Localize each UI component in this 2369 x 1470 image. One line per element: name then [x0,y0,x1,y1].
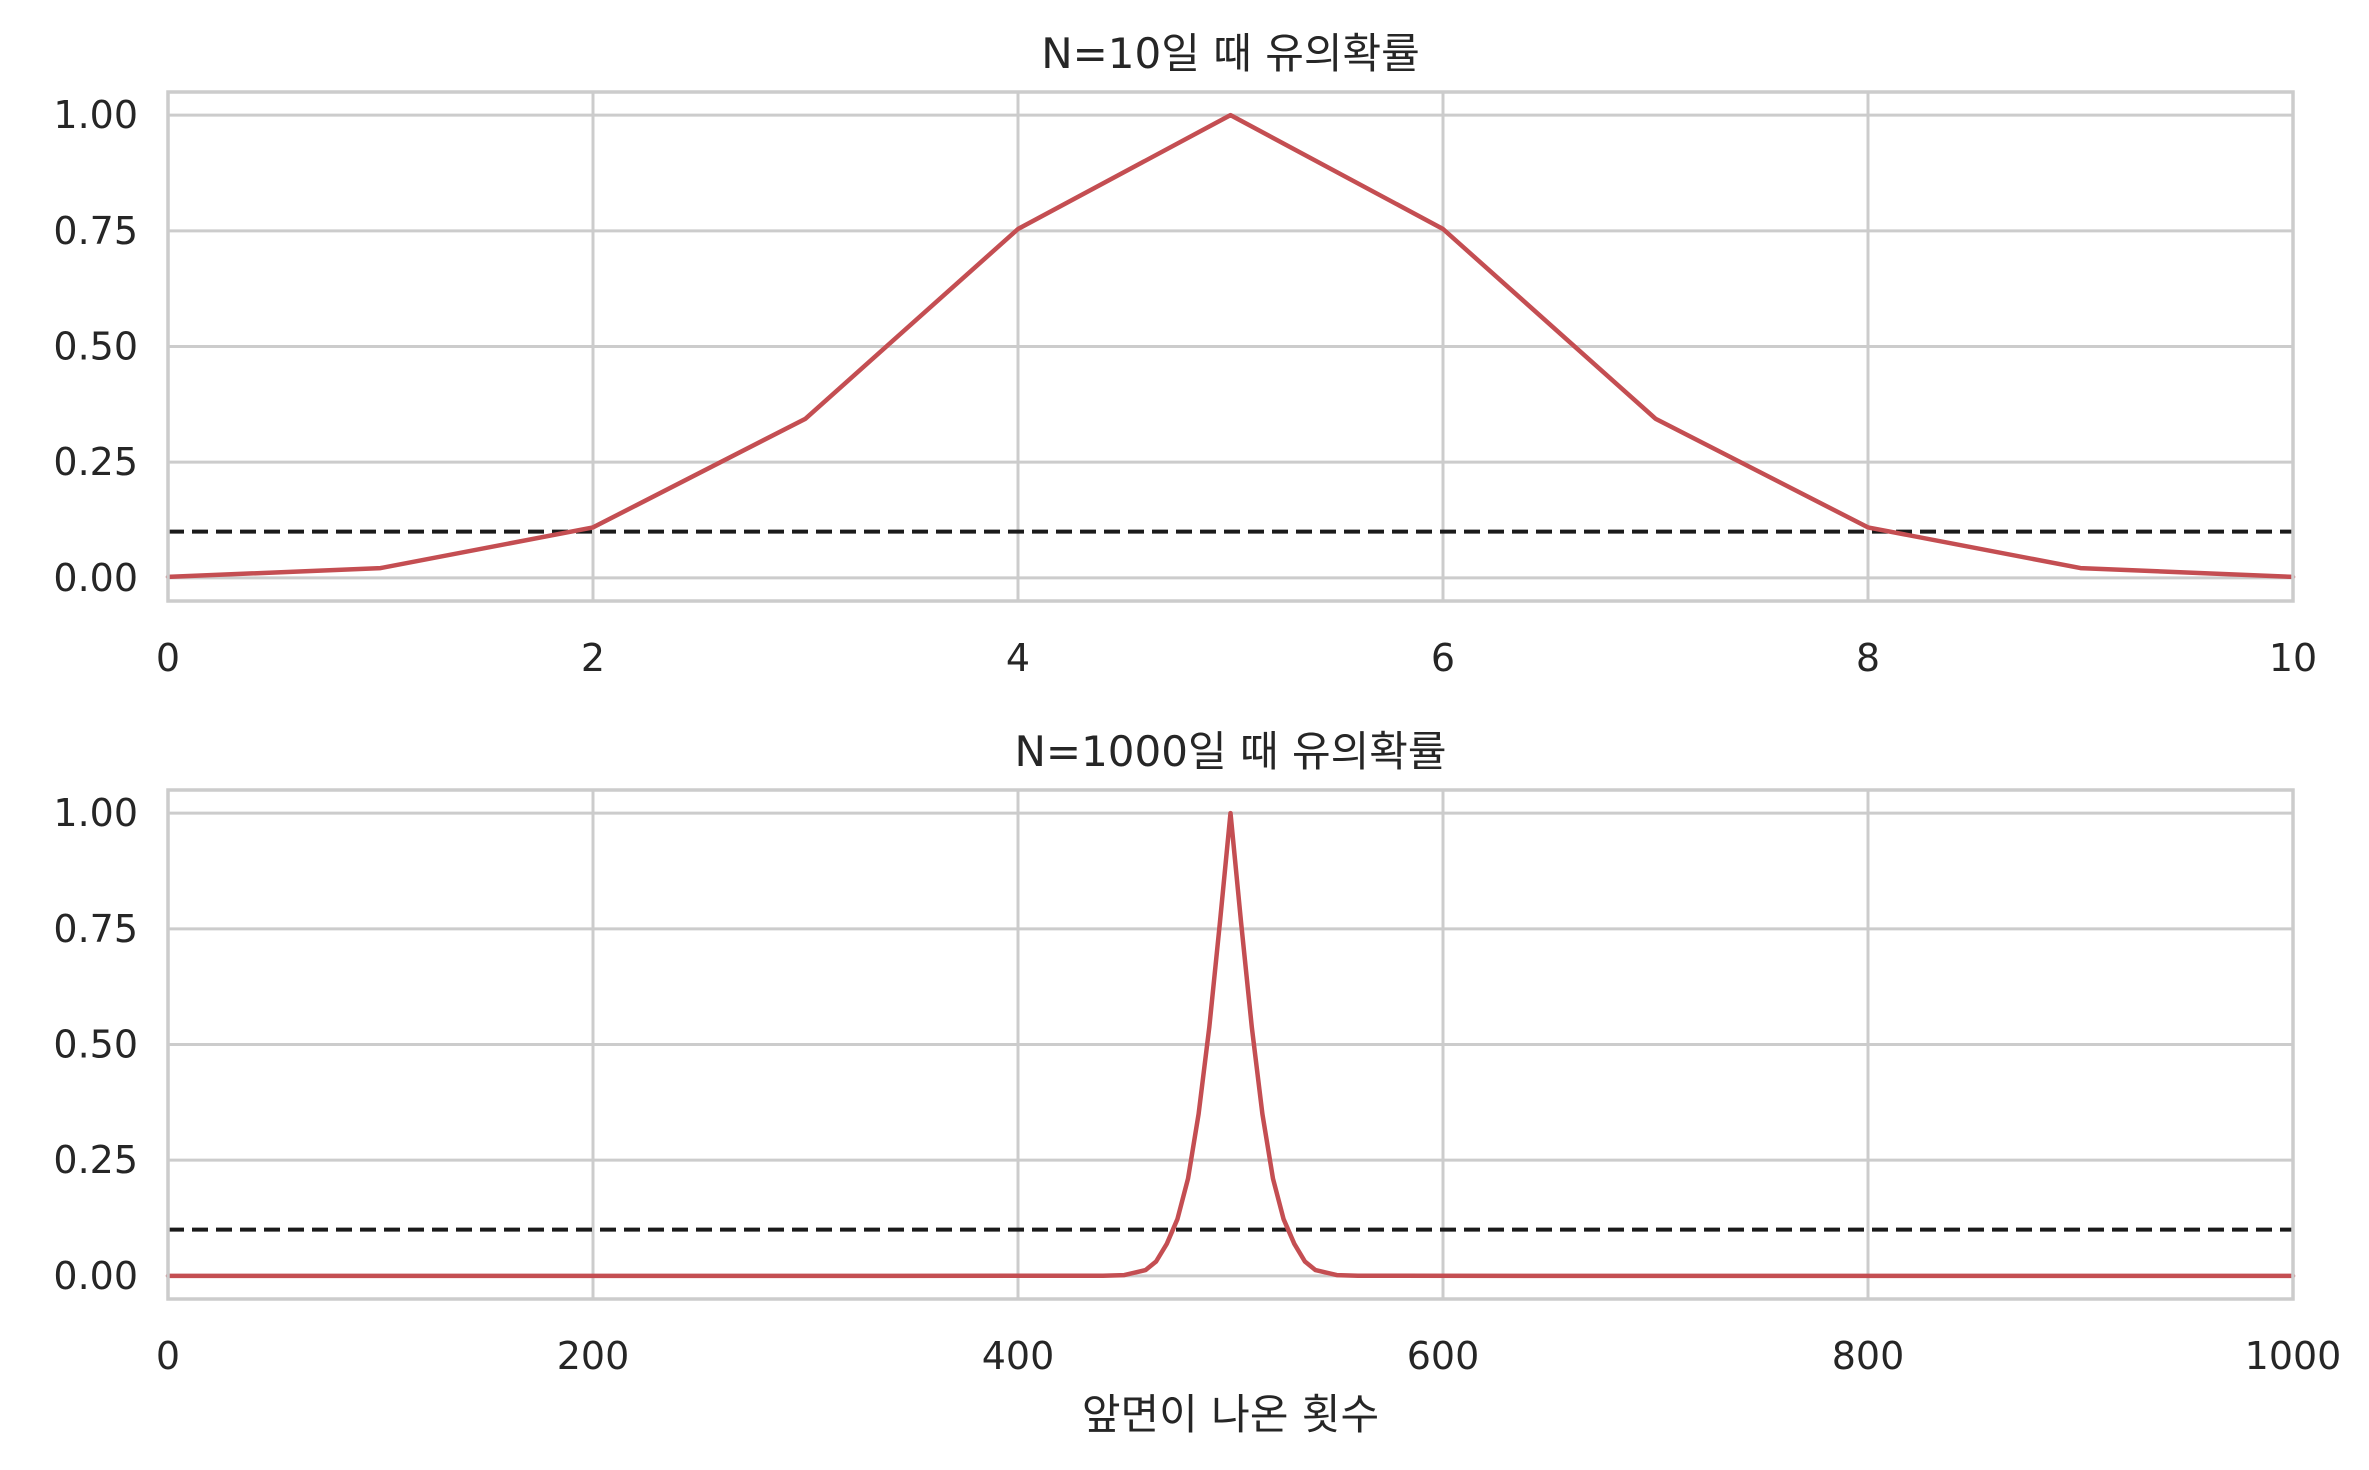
axes-frame [166,90,2295,603]
x-tick-label: 200 [557,1334,630,1378]
axes-frame [166,788,2295,1301]
y-tick-label: 0.00 [53,1254,138,1298]
x-tick-label: 6 [1431,636,1455,680]
panel-1: 0 2 4 6 8 10 0.00 0.25 0.50 0.75 1.00 N=10일 때 유의확률 [53,29,2317,680]
x-tick-label: 4 [1006,636,1030,680]
y-tick-label: 0.25 [53,1138,138,1182]
x-tick-label: 0 [156,636,180,680]
chart-title: N=10일 때 유의확률 [1041,29,1420,78]
y-tick-label: 0.50 [53,1023,138,1067]
y-tick-label: 0.75 [53,907,138,951]
y-tick-label: 1.00 [53,93,138,137]
x-tick-label: 1000 [2245,1334,2342,1378]
y-tick-label: 1.00 [53,791,138,835]
y-tick-label: 0.25 [53,440,138,484]
chart-panels: 0 2 4 6 8 100.000.250.500.751.00N=10일 때 유의확률0… [53,29,2341,1439]
x-tick-label: 400 [982,1334,1055,1378]
y-tick-label: 0.00 [53,556,138,600]
y-tick-label: 0.50 [53,325,138,369]
x-tick-label: 2 [581,636,605,680]
y-tick-label: 0.75 [53,209,138,253]
series-line-1 [165,112,2296,580]
x-tick-label: 8 [1856,636,1880,680]
x-tick-label: 0 [156,1334,180,1378]
chart-title: N=1000일 때 유의확률 [1014,727,1446,776]
panel-2: 0 200 400 600 800 1000 0.00 0.25 0.50 0.75 1.00 N=1… [53,727,2341,1439]
x-tick-label: 600 [1407,1334,1480,1378]
series-line-1 [165,810,2296,1279]
x-axis-label: 앞면이 나온 횟수 [1082,1390,1379,1439]
x-tick-label: 800 [1832,1334,1905,1378]
x-tick-label: 10 [2269,636,2317,680]
